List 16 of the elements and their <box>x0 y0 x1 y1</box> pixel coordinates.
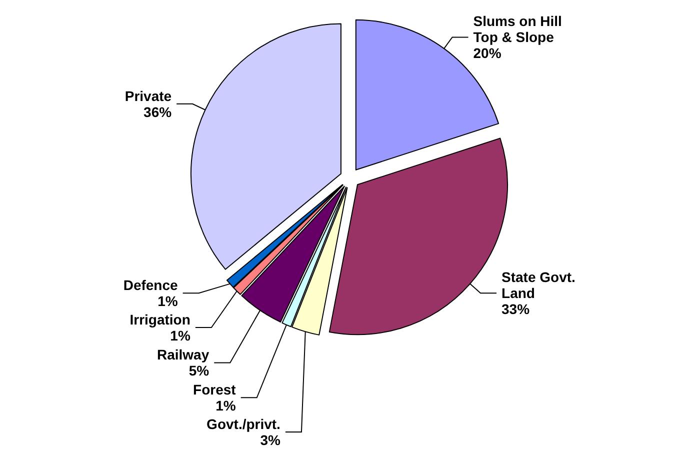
slice-label: State Govt. Land <box>502 269 580 302</box>
slice-label: Private <box>124 88 172 104</box>
data-label: 1% <box>158 293 178 310</box>
data-label: 33% <box>502 301 530 318</box>
slice-label: Slums on Hill Top & Slope <box>473 13 566 46</box>
slice-label: Defence <box>123 277 178 294</box>
slice-label: Govt./privt. <box>206 416 280 432</box>
data-label: 1% <box>170 328 191 344</box>
data-label: 5% <box>188 362 210 379</box>
slice-label: Railway <box>156 346 210 363</box>
data-label: 20% <box>473 45 502 62</box>
data-label: 1% <box>216 398 236 414</box>
slice-label: Irrigation <box>130 312 190 328</box>
slice-label: Forest <box>193 382 236 398</box>
data-label: 36% <box>144 104 172 120</box>
data-label: 3% <box>260 432 282 448</box>
